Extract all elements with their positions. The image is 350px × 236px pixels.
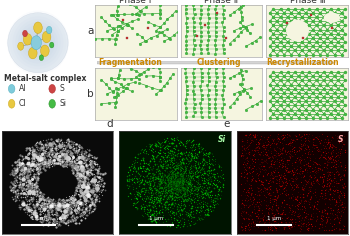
Ellipse shape	[37, 42, 39, 44]
Text: d: d	[106, 119, 113, 129]
Ellipse shape	[21, 25, 55, 61]
Ellipse shape	[32, 36, 44, 49]
Ellipse shape	[29, 33, 47, 52]
Text: e: e	[224, 119, 230, 129]
Ellipse shape	[8, 13, 68, 73]
Ellipse shape	[7, 11, 69, 75]
Circle shape	[31, 36, 41, 50]
Text: Al: Al	[19, 84, 26, 93]
Text: Si: Si	[59, 99, 66, 108]
Circle shape	[8, 99, 15, 108]
Circle shape	[50, 42, 54, 48]
Ellipse shape	[10, 13, 66, 72]
Title: Phase Ⅱ: Phase Ⅱ	[204, 0, 239, 5]
Ellipse shape	[324, 13, 340, 23]
Ellipse shape	[23, 28, 52, 58]
Text: Fragmentation: Fragmentation	[98, 58, 162, 67]
Circle shape	[39, 55, 43, 61]
Circle shape	[18, 42, 24, 50]
Circle shape	[23, 30, 27, 37]
Ellipse shape	[15, 19, 61, 66]
Ellipse shape	[26, 30, 50, 55]
Text: 1 μm: 1 μm	[149, 216, 163, 221]
Circle shape	[49, 99, 55, 108]
Circle shape	[23, 34, 32, 45]
Circle shape	[8, 84, 15, 93]
Ellipse shape	[34, 39, 42, 46]
Y-axis label: a: a	[88, 26, 94, 36]
Text: Cl: Cl	[19, 99, 26, 108]
Text: 1 μm: 1 μm	[267, 216, 281, 221]
Y-axis label: b: b	[87, 89, 94, 99]
Circle shape	[28, 47, 37, 59]
Text: S: S	[338, 135, 344, 144]
Ellipse shape	[18, 22, 58, 63]
Text: S: S	[59, 84, 64, 93]
Ellipse shape	[286, 20, 309, 42]
Text: Si: Si	[218, 135, 226, 144]
Title: Phase ⅲ: Phase ⅲ	[289, 0, 325, 5]
Circle shape	[41, 45, 49, 57]
Text: Recrystallization: Recrystallization	[266, 58, 339, 67]
Text: 1 μm: 1 μm	[31, 216, 46, 221]
Title: Phase Ⅰ: Phase Ⅰ	[119, 0, 152, 5]
FancyArrow shape	[97, 61, 336, 65]
Circle shape	[42, 31, 51, 43]
Circle shape	[34, 22, 42, 34]
Circle shape	[47, 26, 52, 34]
Text: Clustering: Clustering	[197, 58, 241, 67]
Circle shape	[49, 84, 55, 93]
Ellipse shape	[12, 16, 63, 69]
Text: Metal-salt complex: Metal-salt complex	[4, 74, 87, 83]
